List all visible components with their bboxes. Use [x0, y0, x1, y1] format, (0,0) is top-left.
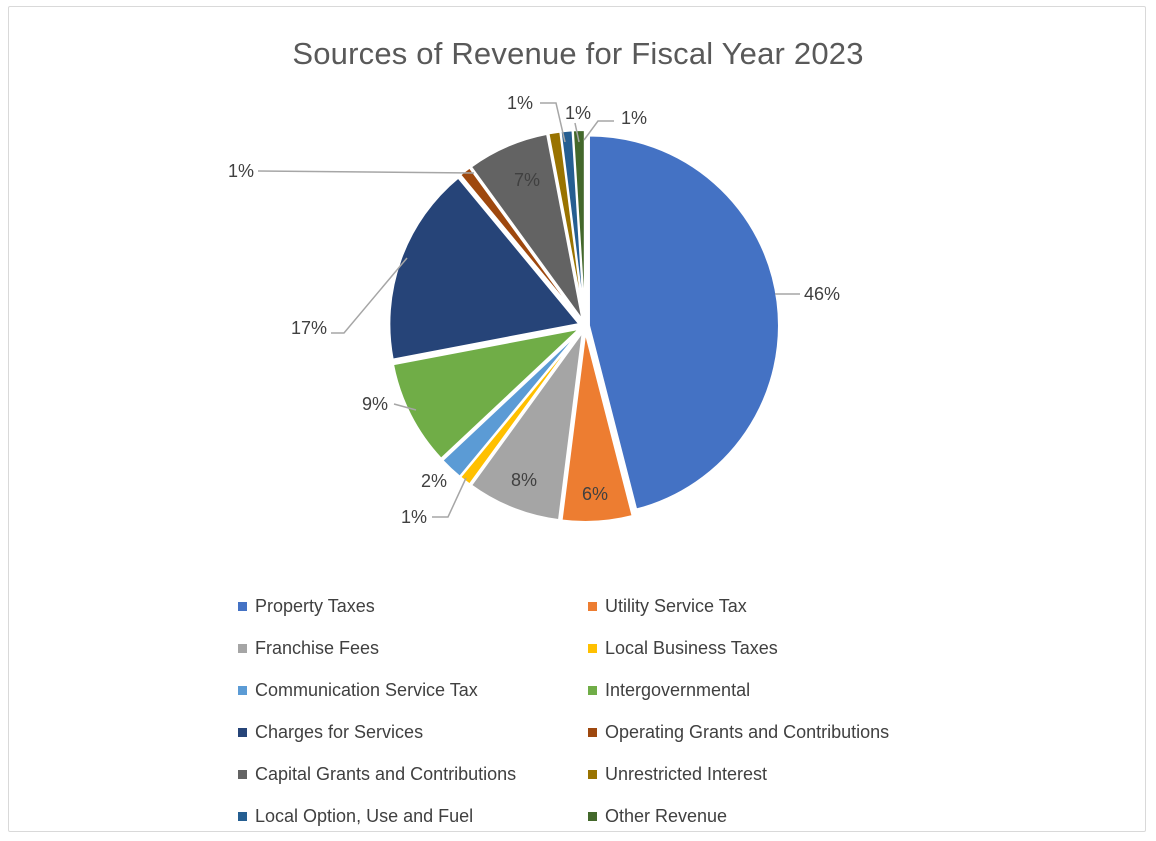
pie-slice-utility-service-tax: [560, 331, 634, 523]
legend-label: Property Taxes: [255, 595, 375, 616]
legend-swatch: [588, 685, 597, 695]
legend-swatch: [238, 769, 247, 779]
pie-slice-capital-grants-and-contributions: [469, 132, 584, 322]
legend-item: Utility Service Tax: [588, 585, 988, 627]
legend-swatch: [238, 643, 247, 653]
legend-item: Local Option, Use and Fuel: [238, 795, 588, 837]
legend-swatch: [238, 727, 247, 737]
leader-line: [257, 170, 475, 174]
pie-slice-communication-service-tax: [440, 329, 582, 479]
legend-item: Operating Grants and Contributions: [588, 711, 988, 753]
data-label: 7%: [514, 170, 540, 190]
data-label: 1%: [621, 108, 647, 128]
legend-item: Franchise Fees: [238, 627, 588, 669]
pie-slice-property-taxes: [587, 134, 780, 511]
legend-swatch: [238, 811, 247, 821]
pie-slice-other-revenue: [571, 129, 586, 321]
data-label: 1%: [565, 103, 591, 123]
legend-swatch: [238, 685, 247, 695]
legend-item: Unrestricted Interest: [588, 753, 988, 795]
legend-item: Capital Grants and Contributions: [238, 753, 588, 795]
data-label: 1%: [228, 161, 254, 181]
legend-swatch: [238, 601, 247, 611]
pie-slice-intergovernmental: [391, 327, 583, 461]
data-label: 1%: [507, 93, 533, 113]
chart-title: Sources of Revenue for Fiscal Year 2023: [292, 36, 864, 71]
legend-label: Other Revenue: [605, 805, 728, 826]
legend-item: Local Business Taxes: [588, 627, 988, 669]
legend-item: Intergovernmental: [588, 669, 988, 711]
pie-slice-franchise-fees: [469, 330, 584, 522]
leader-line: [583, 120, 614, 141]
legend-label: Intergovernmental: [605, 679, 751, 700]
legend-label: Communication Service Tax: [255, 679, 478, 700]
legend-swatch: [588, 727, 597, 737]
legend-label: Unrestricted Interest: [605, 763, 768, 784]
data-label: 8%: [511, 470, 537, 490]
legend-label: Local Option, Use and Fuel: [255, 805, 474, 826]
legend-item: Charges for Services: [238, 711, 588, 753]
legend-label: Franchise Fees: [255, 637, 380, 658]
legend-swatch: [588, 643, 597, 653]
leader-line: [331, 257, 408, 334]
legend-item: Property Taxes: [238, 585, 588, 627]
leader-line: [432, 477, 467, 518]
data-label: 1%: [401, 507, 427, 527]
leader-line: [393, 403, 417, 411]
data-label: 9%: [362, 394, 388, 414]
legend-label: Charges for Services: [255, 721, 424, 742]
legend-swatch: [588, 769, 597, 779]
legend-label: Utility Service Tax: [605, 595, 747, 616]
legend-item: Other Revenue: [588, 795, 988, 837]
pie-slice-charges-for-services: [388, 176, 582, 361]
leader-line: [540, 102, 566, 143]
chart-legend: Property Taxes Utility Service Tax Franchi…: [238, 585, 998, 837]
leader-line: [574, 122, 580, 143]
data-label: 17%: [291, 318, 327, 338]
legend-swatch: [588, 811, 597, 821]
legend-swatch: [588, 601, 597, 611]
legend-label: Operating Grants and Contributions: [605, 721, 890, 742]
pie-slice-operating-grants-and-contributions: [458, 166, 583, 322]
data-label: 6%: [582, 484, 608, 504]
legend-item: Communication Service Tax: [238, 669, 588, 711]
legend-label: Local Business Taxes: [605, 637, 778, 658]
data-label: 46%: [804, 284, 840, 304]
legend-label: Capital Grants and Contributions: [255, 763, 517, 784]
data-label: 2%: [421, 471, 447, 491]
